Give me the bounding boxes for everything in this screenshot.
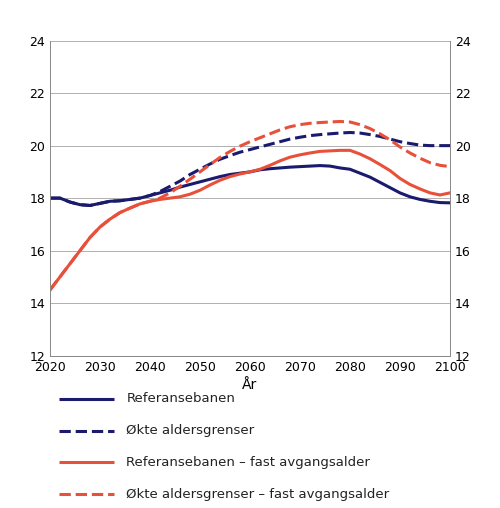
X-axis label: År: År [242,378,258,392]
Text: Referansebanen: Referansebanen [126,392,236,405]
Text: Referansebanen – fast avgangsalder: Referansebanen – fast avgangsalder [126,456,370,469]
Text: Økte aldersgrenser – fast avgangsalder: Økte aldersgrenser – fast avgangsalder [126,488,390,500]
Text: Økte aldersgrenser: Økte aldersgrenser [126,424,254,437]
